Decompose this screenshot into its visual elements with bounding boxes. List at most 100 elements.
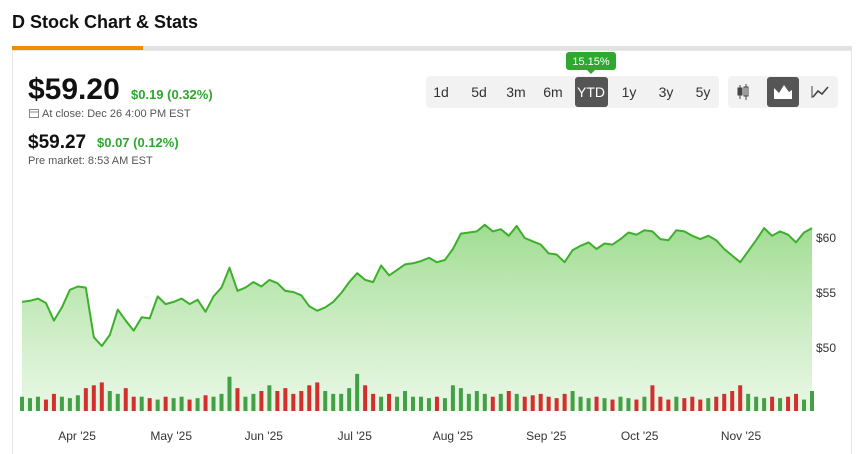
range-bar — [426, 76, 719, 108]
volume-bar — [83, 388, 88, 411]
volume-bar — [179, 396, 184, 411]
x-tick-label: Jun '25 — [245, 429, 284, 443]
volume-bar — [674, 396, 679, 411]
volume-bar — [538, 393, 543, 411]
volume-bar — [722, 393, 727, 411]
pre-time: Pre market: 8:53 AM EST — [28, 155, 153, 167]
volume-bar — [211, 396, 216, 411]
volume-bar — [714, 396, 719, 411]
volume-bar — [658, 396, 663, 411]
badge-pointer — [587, 70, 595, 74]
range-label: 5y — [696, 84, 711, 100]
volume-bar — [363, 385, 368, 411]
volume-bar — [123, 388, 128, 411]
x-tick-label: May '25 — [150, 429, 192, 443]
volume-bar — [203, 395, 208, 411]
volume-bar — [802, 399, 807, 411]
volume-bar — [347, 388, 352, 411]
volume-bar — [235, 388, 240, 411]
volume-bar — [403, 391, 408, 411]
volume-bar — [594, 396, 599, 411]
volume-bar — [163, 396, 168, 411]
volume-bar — [530, 395, 535, 411]
badge-text: 15.15% — [572, 56, 610, 68]
range-label: YTD — [577, 84, 605, 100]
price-area — [22, 224, 812, 411]
volume-bar — [227, 376, 232, 411]
range-button[interactable]: YTD — [575, 77, 608, 107]
volume-bar — [20, 396, 24, 411]
price-change: $0.19 (0.32%) — [131, 87, 213, 102]
x-tick-label: Nov '25 — [721, 429, 762, 443]
volume-bar — [51, 393, 56, 411]
range-button[interactable]: 1d — [433, 84, 449, 100]
volume-bar — [187, 399, 192, 411]
volume-bar — [323, 391, 328, 411]
volume-bar — [299, 391, 304, 411]
volume-bar — [762, 398, 767, 411]
pre-change: $0.07 (0.12%) — [97, 135, 179, 150]
volume-bar — [283, 388, 288, 411]
close-time: At close: Dec 26 4:00 PM EST — [42, 108, 191, 120]
volume-bar — [810, 391, 814, 411]
volume-bar — [91, 385, 96, 411]
volume-bar — [442, 398, 447, 411]
calendar-icon — [29, 109, 39, 118]
plot: $50 $55 $60 Apr '25 May '25 Jun '25 Jul '25 Aug… — [20, 223, 836, 443]
candle-button[interactable] — [737, 84, 749, 100]
volume-bar — [219, 393, 224, 411]
volume-bar — [522, 396, 527, 411]
range-label: 3m — [506, 84, 525, 100]
volume-bar — [706, 398, 711, 411]
volume-bar — [466, 393, 471, 411]
range-button[interactable]: 5d — [471, 84, 487, 100]
volume-bar — [171, 398, 176, 411]
line-button[interactable] — [812, 86, 829, 98]
volume-bar — [570, 391, 575, 411]
volume-bar — [618, 396, 623, 411]
range-label: 1d — [433, 84, 449, 100]
range-button[interactable]: 6m — [543, 84, 562, 100]
volume-bar — [554, 398, 559, 411]
volume-bar — [27, 398, 32, 411]
page-title: D Stock Chart & Stats — [12, 12, 198, 32]
volume-bar — [67, 398, 72, 411]
y-tick-label: $50 — [816, 341, 836, 355]
price: $59.20 — [28, 73, 120, 106]
volume-bar — [275, 391, 280, 411]
volume-bar — [307, 385, 312, 411]
volume-bar — [147, 398, 152, 411]
volume-bar — [243, 396, 248, 411]
volume-bar — [698, 399, 703, 411]
x-tick-label: Aug '25 — [433, 429, 474, 443]
volume-bar — [43, 399, 48, 411]
volume-bar — [738, 385, 743, 411]
volume-bar — [251, 393, 256, 411]
volume-bar — [195, 398, 200, 411]
volume-bar — [474, 391, 479, 411]
range-button[interactable]: 1y — [622, 84, 637, 100]
volume-bar — [490, 396, 495, 411]
volume-bar — [411, 396, 416, 411]
volume-bar — [642, 396, 647, 411]
volume-bar — [562, 393, 567, 411]
volume-bar — [626, 398, 631, 411]
range-button[interactable]: 3y — [659, 84, 674, 100]
x-tick-label: Oct '25 — [621, 429, 659, 443]
range-buttons: 1d 5d 3m 6m YTD 1y 3y 5y — [433, 77, 710, 107]
volume-bar — [331, 393, 336, 411]
volume-bar — [426, 398, 431, 411]
range-active — [575, 77, 608, 107]
range-button[interactable]: 3m — [506, 84, 525, 100]
volume-bar — [355, 373, 360, 411]
x-tick-label: Sep '25 — [526, 429, 567, 443]
range-label: 3y — [659, 84, 674, 100]
range-label: 6m — [543, 84, 562, 100]
volume-bar — [450, 385, 455, 411]
volume-bar — [107, 391, 112, 411]
volume-bar — [746, 393, 751, 411]
area-icon — [774, 85, 792, 99]
range-button[interactable]: 5y — [696, 84, 711, 100]
